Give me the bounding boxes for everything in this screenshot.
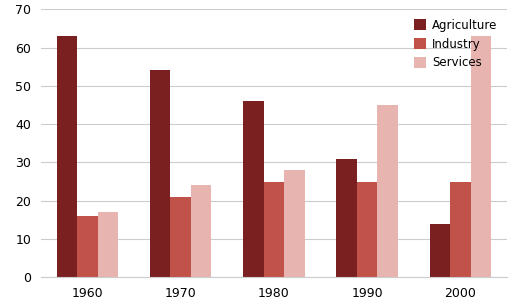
Bar [191, 185, 211, 277]
Bar [77, 216, 98, 277]
Legend: Agriculture, Industry, Services: Agriculture, Industry, Services [411, 15, 501, 73]
Bar [264, 181, 284, 277]
Bar [150, 71, 170, 277]
Bar [336, 159, 357, 277]
Bar [377, 105, 398, 277]
Bar [243, 101, 264, 277]
Bar [450, 181, 471, 277]
Bar [57, 36, 77, 277]
Bar [170, 197, 191, 277]
Bar [284, 170, 305, 277]
Bar [98, 212, 118, 277]
Bar [357, 181, 377, 277]
Bar [430, 224, 450, 277]
Bar [471, 36, 491, 277]
